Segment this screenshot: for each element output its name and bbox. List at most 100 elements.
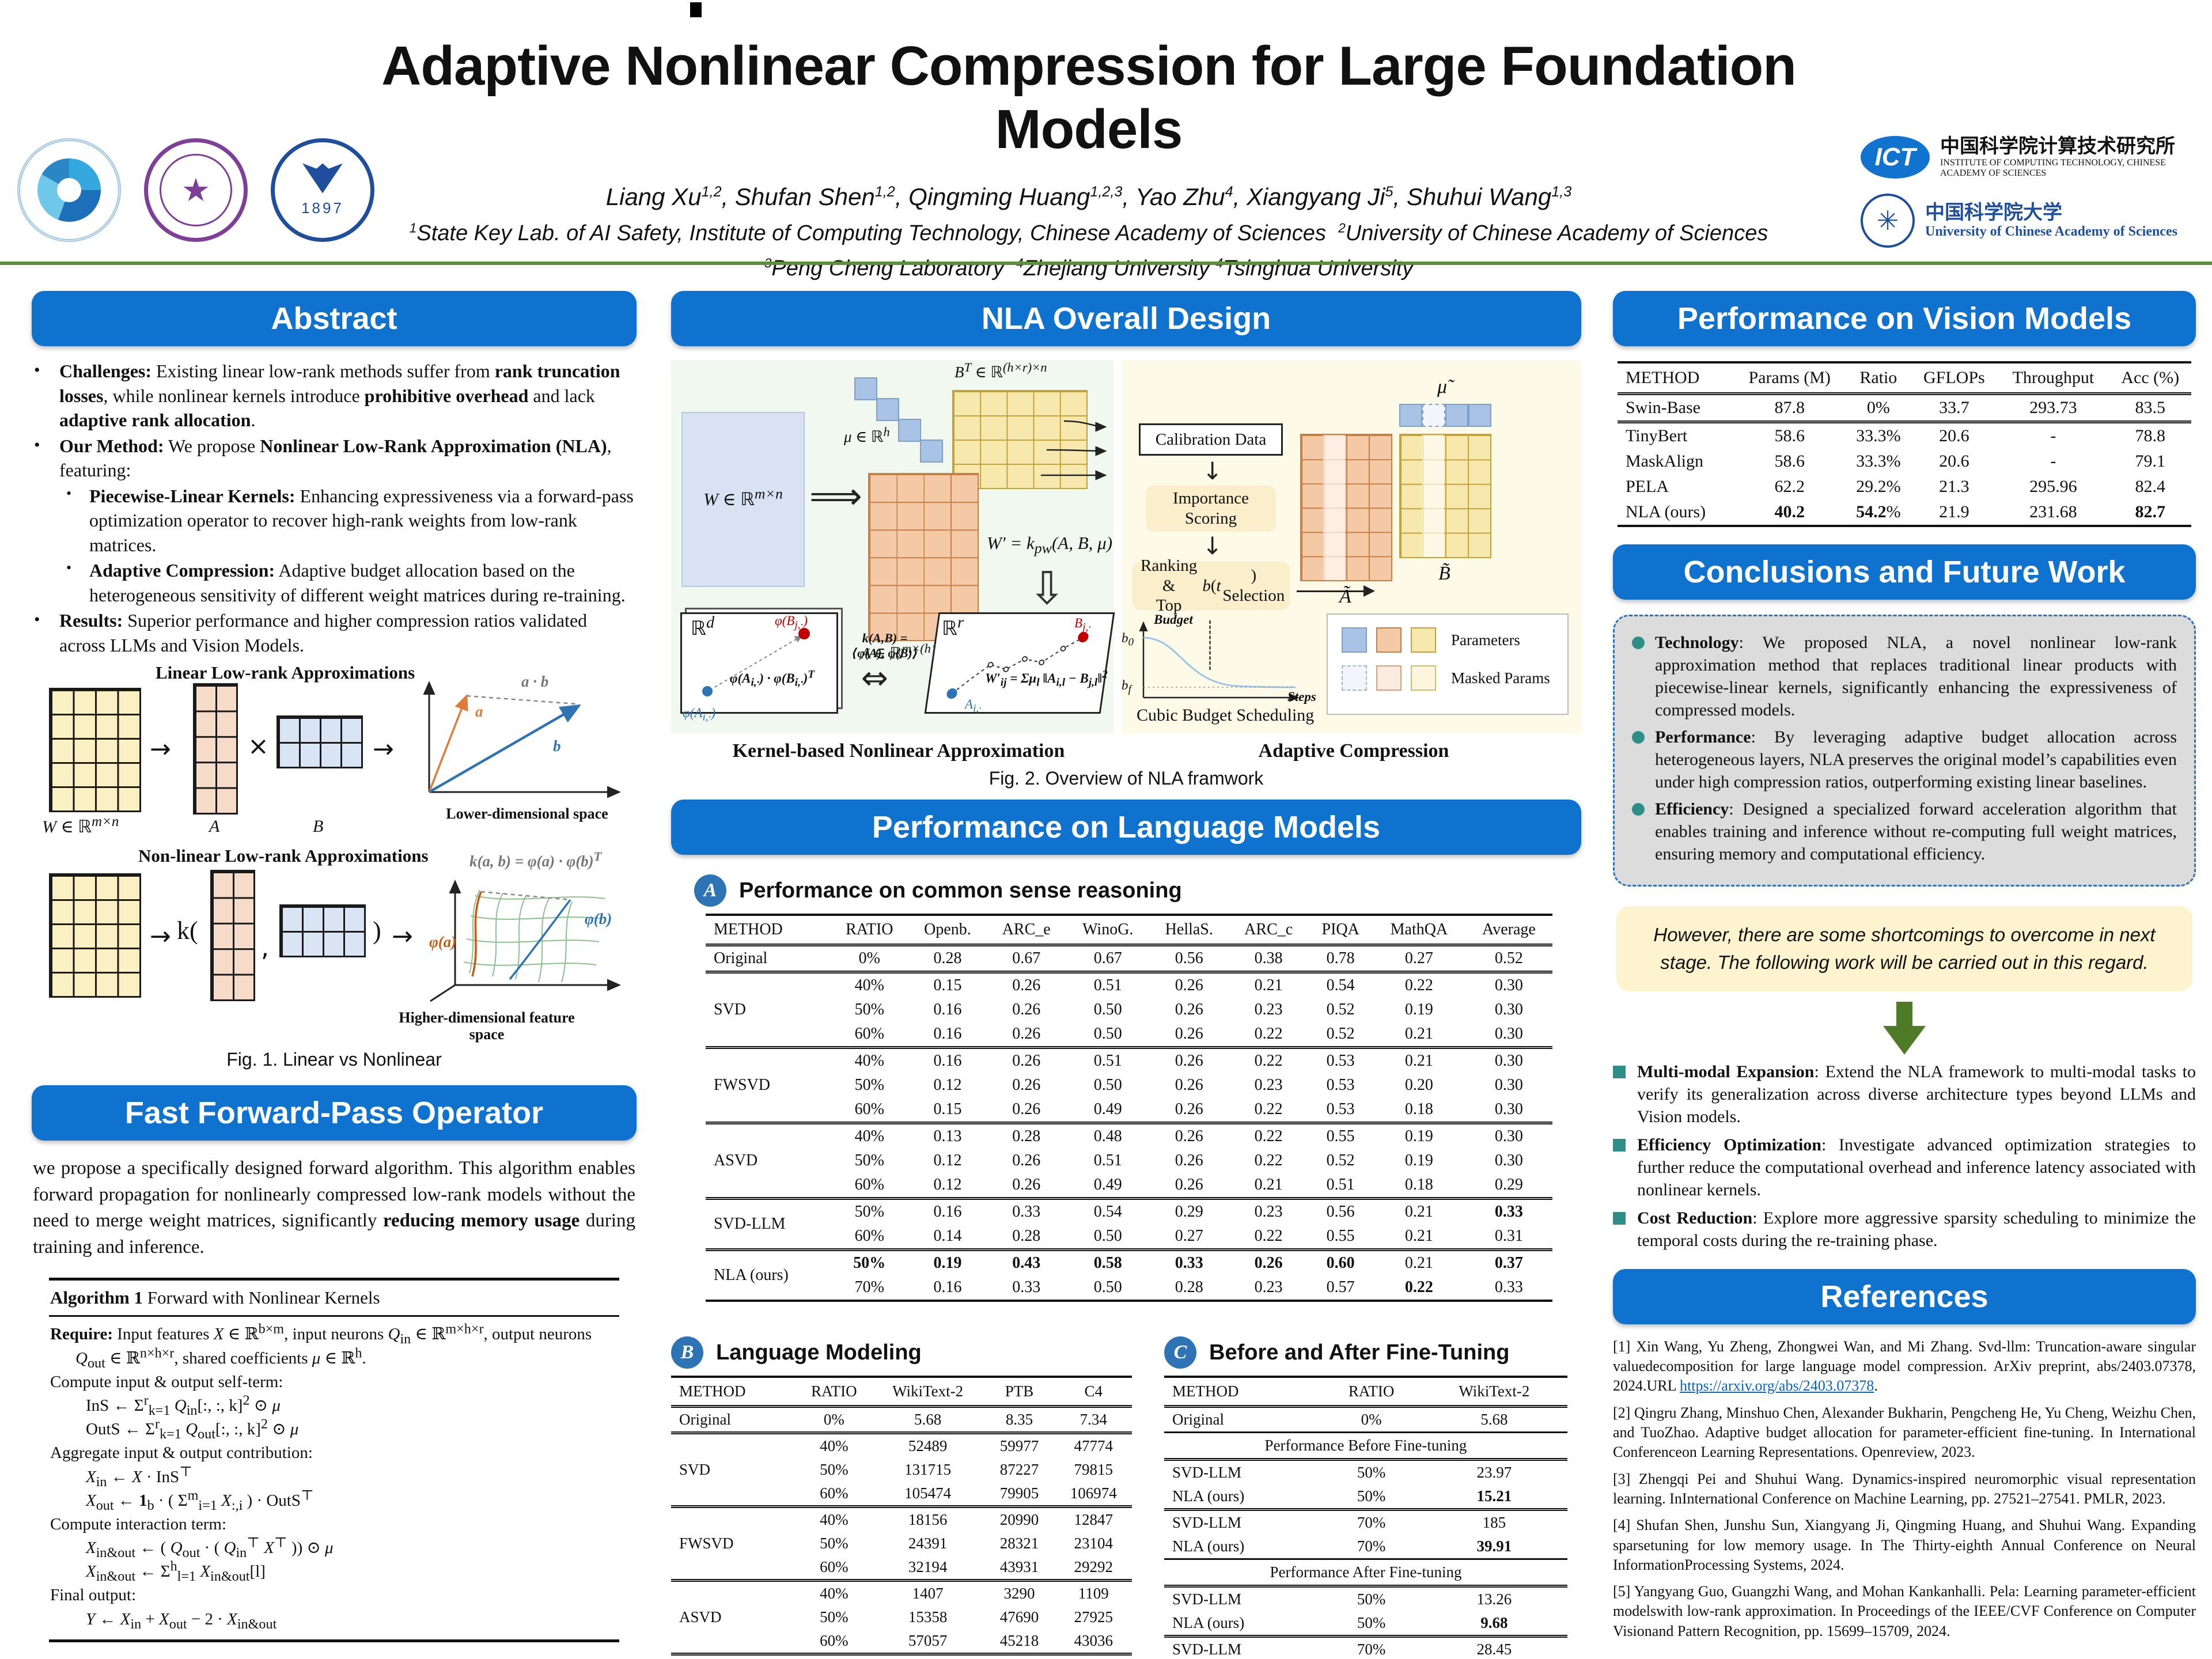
- fig2-bj-label: Bj,·: [1074, 616, 1091, 634]
- cell: -: [2050, 452, 2056, 471]
- fig2-bt-label: BT ∈ ℝ(h×r)×n: [955, 360, 1047, 381]
- list-item-text: Xout ← 1b · ( Σmi=1 X:,i ) · OutS⊤: [86, 1487, 314, 1513]
- cell: 0.33: [1012, 1278, 1041, 1296]
- fig1-phib-label: φ(b): [585, 910, 612, 927]
- cell: 20990: [983, 1505, 1055, 1532]
- list-item-text: Results: Superior performance and higher…: [59, 610, 588, 656]
- fig1-w-grid-2: [49, 873, 141, 998]
- legend-params-label: Parameters: [1451, 631, 1520, 649]
- arrow-right-icon: →: [392, 921, 413, 951]
- affiliations-line-2: 3Peng Cheng Laboratory 4Zhejiang Univers…: [764, 256, 1414, 281]
- cell: 50%: [796, 1653, 872, 1659]
- right-logos: ICT 中国科学院计算技术研究所 INSTITUTE OF COMPUTING …: [1861, 135, 2195, 248]
- cell: Performance Before Fine-tuning: [1164, 1431, 1567, 1460]
- fig2-a-tilde-grid: [1300, 434, 1392, 581]
- list-item: • Piecewise-Linear Kernels: Enhancing exp…: [34, 484, 634, 558]
- list-item: OutS ← Σrk=1 Qout[:, :, k]2 ⊙ μ: [49, 1416, 619, 1442]
- ref-arxiv-link[interactable]: https://arxiv.org/abs/2403.07378: [1680, 1377, 1874, 1395]
- table-row: Swin-Base 87.8 0% 33.7 293.73 83.5: [1618, 394, 2191, 422]
- cell: 0.22: [1254, 1025, 1283, 1043]
- cell: 0.30: [1494, 1001, 1523, 1018]
- cell: 70%: [1357, 1537, 1386, 1555]
- cell: 23.97: [1421, 1458, 1567, 1484]
- list-item-text: [2] Qingru Zhang, Minshuo Chen, Alexande…: [1613, 1404, 2196, 1461]
- cell: 23.97: [872, 1653, 984, 1659]
- cell: 21.9: [1939, 502, 1969, 521]
- bullet-dot-icon: •: [66, 484, 72, 502]
- table-row: Original 0% 5.68: [1164, 1407, 1567, 1433]
- section-header-abstract: Abstract: [32, 291, 637, 346]
- table-row: PELA 62.2 29.2% 21.3 295.96 82.4: [1618, 474, 2191, 499]
- cell: 0.67: [1093, 949, 1122, 967]
- cell: 0.21: [1404, 1025, 1433, 1043]
- cell: 24391: [908, 1535, 948, 1552]
- cell: 33.3%: [1856, 452, 1901, 471]
- fig1-lower-label: Lower-dimensional space: [446, 805, 608, 822]
- fig1-b-label: B: [313, 816, 324, 836]
- list-item-text: Compute interaction term:: [50, 1514, 227, 1533]
- column-header: METHOD: [706, 915, 831, 946]
- list-item: [5] Yangyang Guo, Guangzhi Wang, and Moh…: [1613, 1582, 2196, 1641]
- cell: 40%: [830, 1046, 909, 1073]
- cell: 70%: [1321, 1635, 1421, 1659]
- list-item-text: Challenges: Existing linear low-rank met…: [59, 361, 620, 431]
- algorithm-title: Algorithm 1 Forward with Nonlinear Kerne…: [49, 1281, 619, 1317]
- section-header-nla-design: NLA Overall Design: [671, 291, 1581, 346]
- column-header: Acc (%): [2109, 362, 2191, 395]
- cell: 70%: [854, 1278, 884, 1296]
- cell: 79905: [999, 1484, 1039, 1502]
- cell: 0.33: [1494, 1278, 1523, 1296]
- table-row: Original 0% 5.68 8.35 7.34: [671, 1407, 1132, 1433]
- cell: 185: [1421, 1508, 1567, 1535]
- fig2-a-tilde-label: Ã: [1339, 586, 1351, 607]
- data-table: METHOD RATIO WikiText-2 Original 0% 5.68 Perfo…: [1164, 1376, 1567, 1659]
- cell: 23104: [1074, 1535, 1113, 1552]
- cell: 59977: [983, 1431, 1055, 1458]
- fig2-phiB-label: φ(Bj,·): [775, 613, 808, 631]
- double-arrow-icon: [861, 660, 888, 697]
- cell: 50%: [820, 1535, 849, 1552]
- cell: 29292: [1074, 1558, 1113, 1575]
- list-item-text: Piecewise-Linear Kernels: Enhancing expr…: [89, 485, 634, 555]
- cell: 131715: [904, 1461, 952, 1478]
- cell: 0.33: [1465, 1197, 1552, 1224]
- cell: 0.26: [1228, 1248, 1309, 1275]
- cell: 0.31: [1494, 1227, 1523, 1245]
- badge-a: A: [694, 874, 726, 907]
- fig2-importance-box: Importance Scoring: [1146, 486, 1276, 532]
- future-work-list: Multi-modal Expansion: Extend the NLA fr…: [1613, 1060, 2196, 1252]
- cell: 105474: [904, 1484, 952, 1502]
- cell: 0.26: [1175, 1176, 1203, 1194]
- legend-masked-orange-icon: [1376, 665, 1402, 691]
- section-header-language: Performance on Language Models: [671, 800, 1581, 855]
- cell: NLA (ours): [1172, 1614, 1245, 1631]
- cell: 43931: [999, 1558, 1039, 1575]
- cell: 0.19: [908, 1248, 987, 1275]
- data-table: METHOD RATIO WikiText-2 PTB C4 Original 0% 5.68…: [671, 1376, 1132, 1659]
- bullet-dot-icon: [1632, 631, 1655, 721]
- zju-year: 1897: [301, 199, 344, 217]
- cell: 60%: [820, 1558, 849, 1575]
- cell: 0.55: [1308, 1122, 1373, 1149]
- list-item-text: Efficiency: Designed a specialized forwa…: [1655, 800, 2177, 863]
- column-header: PIQA: [1308, 915, 1373, 946]
- cell: 58.6: [1733, 421, 1846, 449]
- list-item-text: OutS ← Σrk=1 Qout[:, :, k]2 ⊙ μ: [86, 1416, 299, 1442]
- cell: 0.26: [1175, 1025, 1203, 1043]
- cell: 0.12: [933, 1176, 962, 1194]
- column-header: METHOD: [671, 1377, 797, 1408]
- cell: 0.26: [1175, 1100, 1203, 1118]
- data-table: METHOD Params (M) Ratio GFLOPs Throughput Acc…: [1618, 361, 2191, 527]
- cell: Original: [1172, 1411, 1224, 1428]
- fig2-rr-space: [924, 612, 1115, 714]
- cell: 33.7: [1939, 398, 1969, 417]
- fig2-kernel-caption: Kernel-based Nonlinear Approximation: [732, 740, 1065, 762]
- table-row: 70% 0.16 0.33 0.50 0.28 0.23 0.57 0.22 0.33: [706, 1275, 1552, 1301]
- table-row: NLA (ours) 50% 9.68: [1164, 1611, 1567, 1637]
- list-item: [2] Qingru Zhang, Minshuo Chen, Alexande…: [1613, 1403, 2196, 1463]
- references-list: [1] Xin Wang, Yu Zheng, Zhongwei Wan, an…: [1613, 1337, 2196, 1641]
- fig1-b-grid-2: [279, 904, 366, 957]
- fig2-ranking-box: Ranking & Top b(t) Selection: [1132, 556, 1290, 615]
- cell: 0.52: [1326, 1152, 1355, 1169]
- list-item: InS ← Σrk=1 Qin[:, :, k]2 ⊙ μ: [49, 1393, 619, 1418]
